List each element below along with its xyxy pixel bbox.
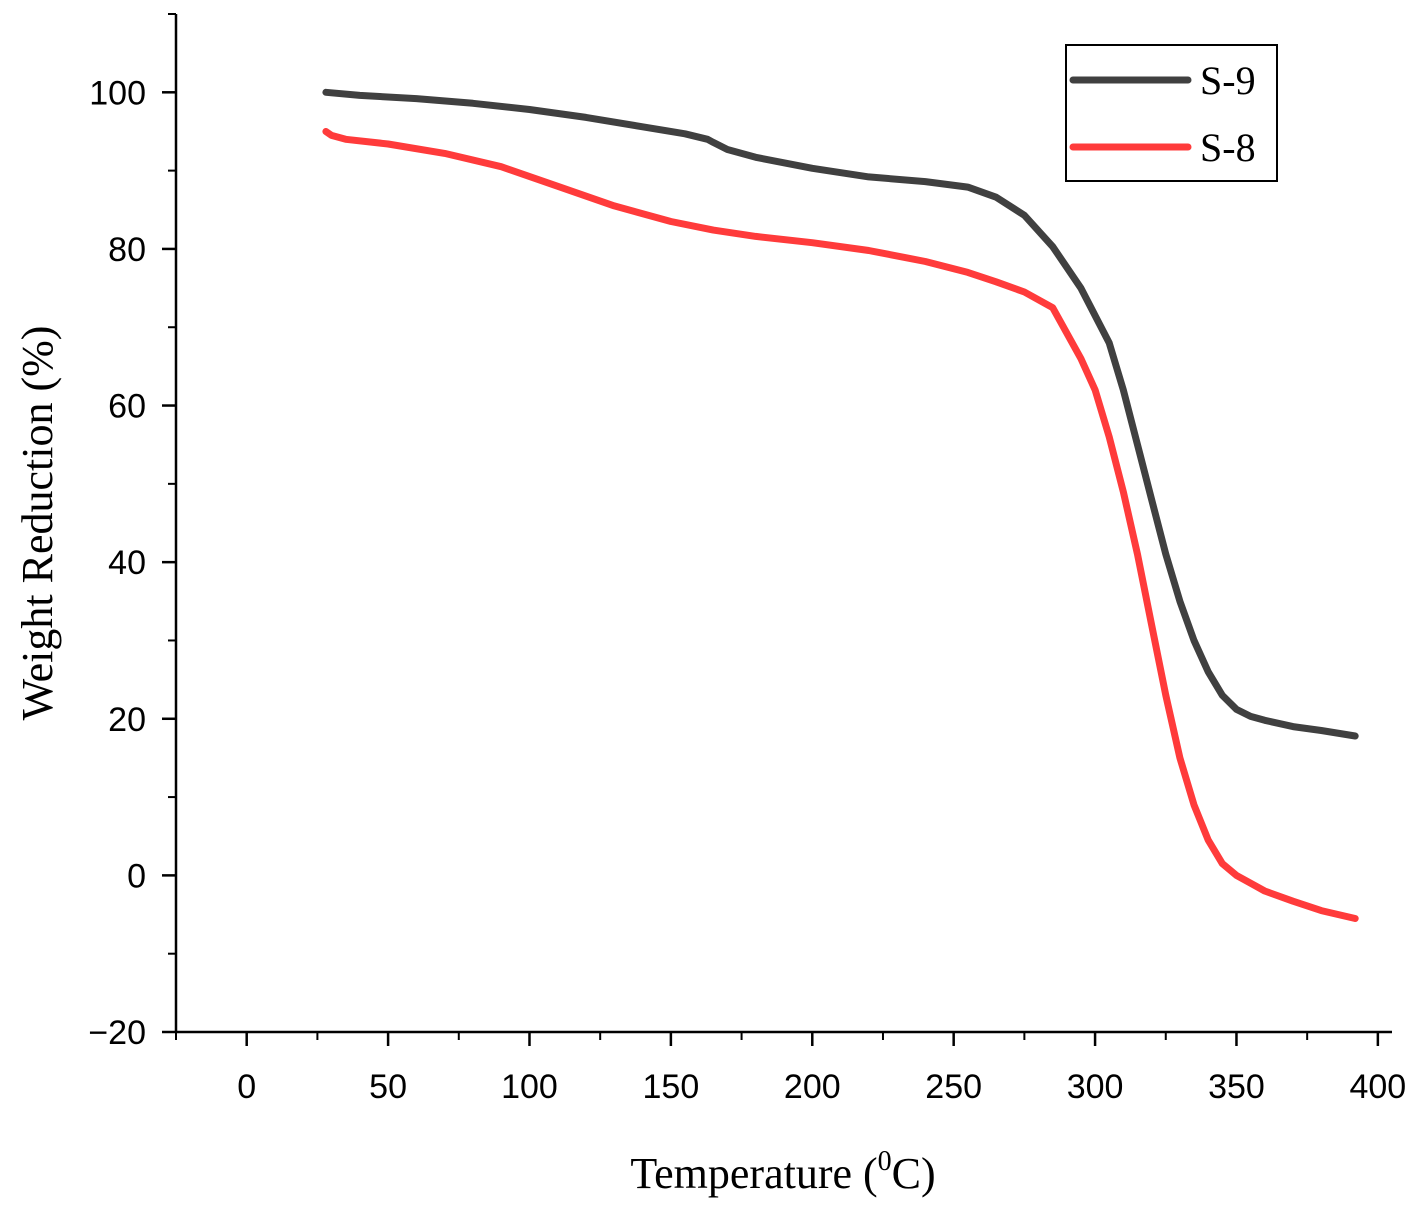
legend-label-s8: S-8	[1200, 125, 1256, 170]
x-tick-label: 200	[784, 1068, 841, 1106]
series-line-s-9	[322, 88, 1359, 740]
x-axis-ticks: 0 50 100 150 200 250 300 350 400	[175, 1032, 1406, 1106]
x-tick-label: 0	[237, 1068, 256, 1106]
x-tick-label: 250	[925, 1068, 982, 1106]
x-tick-label: 350	[1208, 1068, 1265, 1106]
y-tick-label: 80	[108, 231, 146, 269]
y-tick-label: −20	[88, 1014, 146, 1052]
x-tick-label: 150	[643, 1068, 700, 1106]
y-axis-ticks: −20 0 20 40 60 80 100	[88, 13, 176, 1052]
y-tick-label: 0	[127, 857, 146, 895]
x-tick-label: 300	[1067, 1068, 1124, 1106]
y-axis-label: Weight Reduction (%)	[13, 326, 62, 721]
y-tick-label: 60	[108, 388, 146, 426]
x-tick-label: 400	[1349, 1068, 1406, 1106]
x-axis-label: Temperature (0C)	[630, 1146, 935, 1198]
legend-label-s9: S-9	[1200, 58, 1256, 103]
y-tick-label: 20	[108, 701, 146, 739]
series-line-s-8	[322, 128, 1359, 922]
legend: S-9 S-8	[1065, 44, 1278, 182]
x-tick-label: 50	[369, 1068, 407, 1106]
y-tick-label: 40	[108, 544, 146, 582]
series-layer	[322, 88, 1359, 922]
plot-area	[174, 14, 1392, 1034]
x-tick-label: 100	[501, 1068, 558, 1106]
y-tick-label: 100	[89, 74, 146, 112]
legend-box	[1065, 44, 1278, 182]
